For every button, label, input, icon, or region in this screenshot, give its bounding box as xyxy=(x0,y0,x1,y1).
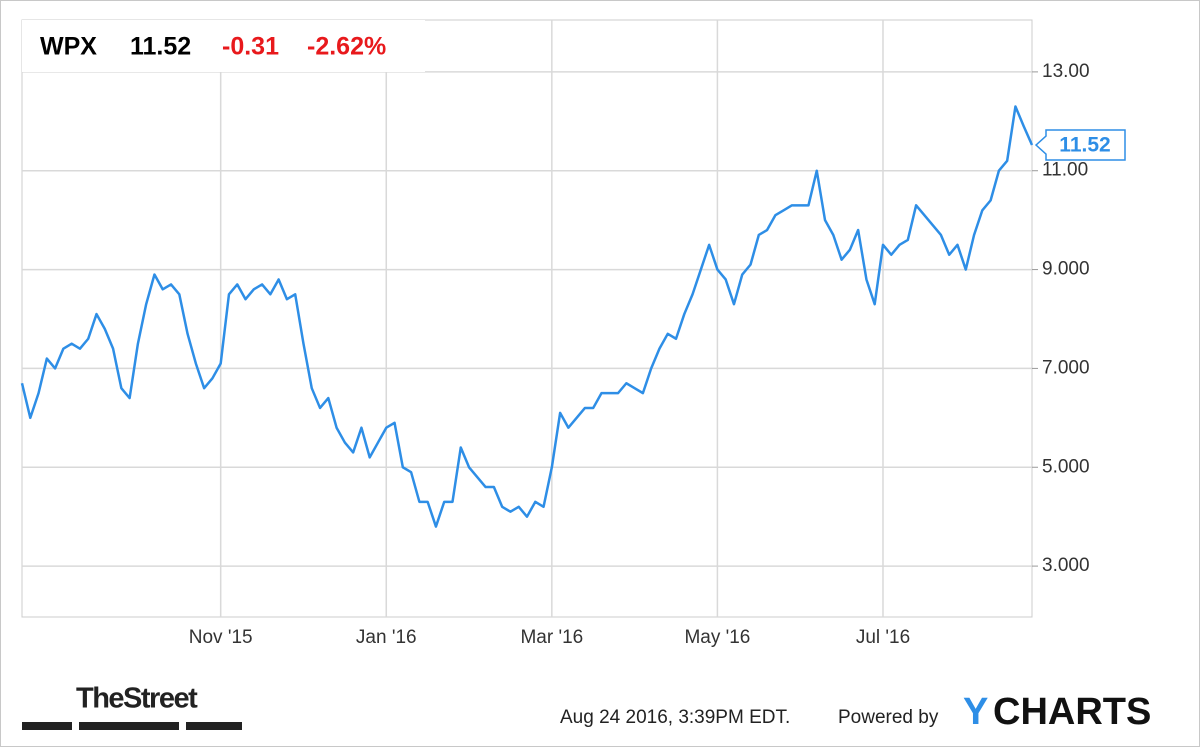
x-tick-label: May '16 xyxy=(684,627,750,648)
thestreet-logo: TheStreet xyxy=(76,683,198,715)
series-layer xyxy=(20,105,1034,528)
y-tick-label: 3.000 xyxy=(1042,555,1090,576)
last-value-box xyxy=(1034,129,1126,161)
y-tick-label: 5.000 xyxy=(1042,456,1090,477)
y-tick-label: 9.000 xyxy=(1042,259,1090,280)
y-tick-label: 7.000 xyxy=(1042,357,1090,378)
x-tick-label: Jan '16 xyxy=(356,627,417,648)
timestamp: Aug 24 2016, 3:39PM EDT. xyxy=(560,707,790,728)
change: -0.31 xyxy=(222,33,279,61)
y-tick-label: 11.00 xyxy=(1042,160,1088,181)
x-tick-label: Mar '16 xyxy=(520,627,583,648)
plot-area xyxy=(21,19,1033,618)
logo-bar xyxy=(22,722,72,730)
last-value-label: 11.52 xyxy=(1059,134,1110,157)
y-tick-label: 13.00 xyxy=(1042,61,1090,82)
price-line xyxy=(20,105,1034,528)
powered-by: Powered by xyxy=(838,707,939,728)
ycharts-rest: CHARTS xyxy=(993,691,1151,733)
x-tick-label: Jul '16 xyxy=(856,627,910,648)
logo-bar xyxy=(186,722,242,730)
ycharts-y: Y xyxy=(963,691,988,733)
header-box xyxy=(22,20,425,72)
x-tick-label: Nov '15 xyxy=(189,627,253,648)
logo-bar xyxy=(79,722,179,730)
symbol: WPX xyxy=(40,33,97,61)
change-pct: -2.62% xyxy=(307,33,386,61)
price: 11.52 xyxy=(130,33,191,61)
